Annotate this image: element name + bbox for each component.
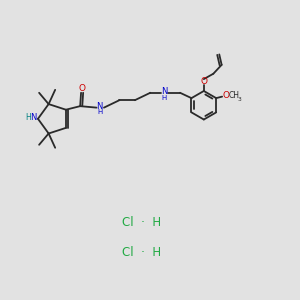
Text: H: H: [26, 113, 31, 122]
Text: N: N: [97, 102, 103, 111]
Text: O: O: [223, 91, 230, 100]
Text: CH: CH: [229, 91, 239, 100]
Text: Cl  ·  H: Cl · H: [122, 216, 160, 229]
Text: O: O: [200, 77, 207, 86]
Text: O: O: [79, 83, 86, 92]
Text: N: N: [30, 113, 37, 122]
Text: H: H: [97, 110, 102, 116]
Text: H: H: [161, 94, 166, 100]
Text: N: N: [161, 87, 167, 96]
Text: 3: 3: [237, 97, 241, 102]
Text: Cl  ·  H: Cl · H: [122, 246, 160, 259]
